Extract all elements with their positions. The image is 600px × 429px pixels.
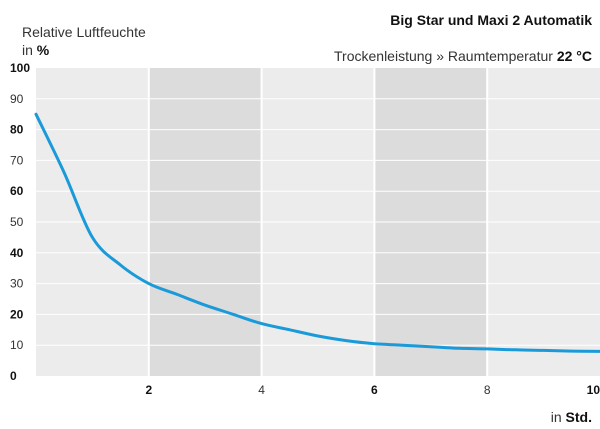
chart-subtitle: Trockenleistung » Raumtemperatur 22 °C (334, 48, 592, 64)
x-tick-label-4: 4 (258, 383, 265, 397)
y-tick-label-50: 50 (10, 215, 24, 229)
y-tick-label-90: 90 (10, 92, 24, 106)
y-tick-label-80: 80 (10, 123, 24, 137)
chart-title: Big Star und Maxi 2 Automatik (390, 12, 592, 28)
x-tick-label-2: 2 (145, 383, 152, 397)
series-line-0 (34, 112, 600, 353)
y-tick-label-10: 10 (10, 338, 24, 352)
y-axis-title: Relative Luftfeuchte (22, 24, 146, 40)
x-tick-label-8: 8 (484, 383, 491, 397)
x-axis-unit-symbol: Std. (565, 409, 592, 425)
y-tick-label-0: 0 (10, 369, 17, 383)
y-tick-label-100: 100 (10, 61, 30, 75)
y-tick-label-20: 20 (10, 307, 24, 321)
y-tick-label-30: 30 (10, 277, 24, 291)
x-tick-label-10: 10 (587, 383, 600, 397)
y-tick-label-40: 40 (10, 246, 24, 260)
x-axis-unit-prefix: in (550, 409, 562, 425)
subtitle-prefix: Trockenleistung » Raumtemperatur (334, 48, 553, 64)
x-axis-unit: in Std. (551, 409, 592, 425)
y-axis-unit-symbol: % (36, 42, 50, 58)
subtitle-value: 22 °C (556, 48, 592, 64)
y-tick-label-70: 70 (10, 153, 24, 167)
y-tick-label-60: 60 (10, 184, 24, 198)
x-tick-label-6: 6 (371, 383, 378, 397)
y-axis-unit-prefix: in (22, 42, 33, 58)
y-axis-unit: in % (22, 42, 49, 58)
